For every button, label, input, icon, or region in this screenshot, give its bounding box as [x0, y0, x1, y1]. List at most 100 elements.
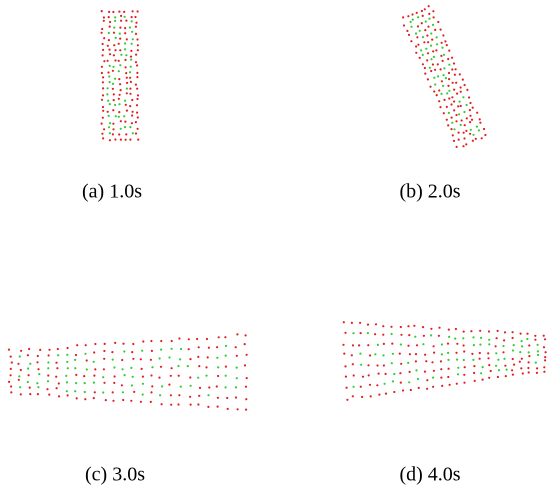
green-point: [130, 58, 133, 61]
red-point: [100, 71, 103, 75]
green-point: [224, 344, 228, 347]
red-point: [367, 364, 370, 367]
red-point: [424, 353, 427, 356]
red-point: [189, 403, 192, 406]
green-point: [186, 365, 189, 368]
red-point: [119, 37, 122, 40]
green-point: [429, 44, 433, 47]
green-point: [407, 361, 410, 364]
green-point: [170, 347, 173, 350]
red-point: [114, 341, 117, 344]
red-point: [36, 361, 39, 364]
red-point: [462, 344, 465, 347]
red-point: [427, 5, 430, 8]
green-point: [440, 92, 443, 95]
green-point: [462, 96, 465, 99]
red-point: [473, 371, 476, 374]
red-point: [198, 386, 202, 389]
caption: (d) 4.0s: [399, 464, 460, 486]
green-point: [36, 382, 39, 385]
red-point: [407, 325, 410, 328]
red-point: [415, 51, 418, 54]
red-point: [451, 81, 454, 84]
green-point: [108, 75, 111, 78]
green-point: [111, 82, 115, 85]
green-point: [465, 103, 468, 107]
red-point: [93, 391, 96, 394]
green-point: [359, 352, 362, 355]
red-point: [462, 145, 465, 148]
green-point: [130, 366, 133, 369]
red-point: [129, 80, 132, 83]
red-point: [129, 138, 132, 141]
red-point: [125, 38, 128, 41]
red-point: [139, 358, 142, 361]
red-point: [377, 372, 380, 375]
green-point: [462, 358, 465, 362]
red-point: [414, 360, 417, 363]
green-point: [46, 380, 50, 383]
red-point: [114, 138, 117, 141]
red-point: [135, 21, 138, 24]
red-point: [423, 66, 426, 70]
red-point: [101, 42, 104, 46]
red-point: [187, 338, 190, 341]
green-point: [416, 377, 420, 381]
red-point: [445, 105, 448, 108]
green-point: [469, 128, 472, 131]
green-point: [434, 83, 437, 86]
red-point: [196, 337, 199, 341]
red-point: [150, 349, 153, 352]
red-point: [158, 376, 161, 379]
red-point: [456, 342, 459, 345]
red-point: [245, 377, 248, 380]
green-point: [376, 343, 379, 346]
green-point: [472, 133, 475, 136]
green-point: [141, 393, 144, 396]
red-point: [111, 351, 114, 354]
red-point: [527, 371, 530, 374]
red-point: [432, 16, 435, 19]
red-point: [406, 29, 409, 32]
red-point: [462, 330, 465, 333]
green-point: [205, 374, 208, 377]
red-point: [150, 374, 153, 377]
red-point: [463, 124, 466, 127]
red-point: [361, 375, 365, 378]
red-point: [459, 104, 462, 108]
green-point: [497, 358, 500, 361]
green-point: [472, 358, 475, 361]
red-point: [439, 360, 443, 363]
green-point: [106, 87, 109, 90]
green-point: [234, 386, 238, 389]
red-point: [376, 364, 379, 367]
red-point: [103, 349, 106, 353]
red-point: [440, 368, 443, 371]
green-point: [123, 15, 126, 18]
red-point: [112, 99, 115, 102]
green-point: [118, 32, 121, 35]
red-point: [106, 59, 109, 62]
red-point: [346, 398, 349, 401]
red-point: [469, 114, 472, 117]
green-point: [130, 42, 133, 45]
red-point: [410, 40, 413, 43]
green-point: [511, 349, 515, 352]
red-point: [55, 361, 58, 364]
red-point: [344, 331, 347, 334]
red-point: [121, 358, 124, 362]
red-point: [391, 342, 394, 345]
red-point: [19, 393, 22, 396]
red-point: [471, 139, 474, 142]
green-point: [447, 351, 450, 354]
red-point: [48, 393, 51, 396]
green-point: [128, 71, 132, 74]
red-point: [117, 97, 120, 100]
red-point: [124, 103, 127, 106]
red-point: [543, 370, 546, 373]
red-point: [470, 330, 473, 333]
green-point: [536, 350, 540, 353]
green-point: [443, 67, 446, 70]
green-point: [432, 376, 435, 379]
red-point: [534, 338, 537, 341]
